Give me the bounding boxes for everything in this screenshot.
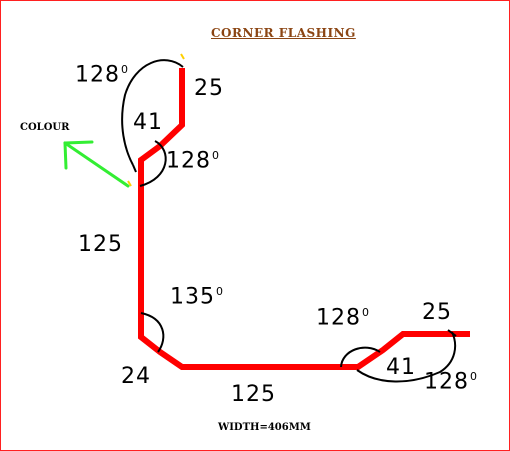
angle-top-inner: 1280 (166, 150, 220, 172)
colour-side-label: COLOUR (20, 122, 69, 133)
dim-right-fold: 25 (422, 302, 452, 324)
dim-top-slope: 41 (133, 112, 163, 134)
dim-horizontal: 125 (231, 384, 276, 406)
dim-right-slope: 41 (386, 357, 416, 379)
dim-vertical: 125 (78, 234, 123, 256)
dim-top-fold: 25 (194, 78, 224, 100)
diagram-title: CORNER FLASHING (211, 26, 356, 40)
angle-bottom-left: 1350 (170, 286, 224, 308)
total-width-label: WIDTH=406MM (218, 422, 311, 433)
colour-arrow (65, 142, 128, 186)
angle-top-outer: 1280 (75, 64, 129, 86)
flashing-profile (141, 68, 470, 367)
angle-right-inner: 1280 (316, 307, 370, 329)
dim-bottom-bevel: 24 (121, 366, 151, 388)
angle-right-outer: 1280 (424, 371, 478, 393)
